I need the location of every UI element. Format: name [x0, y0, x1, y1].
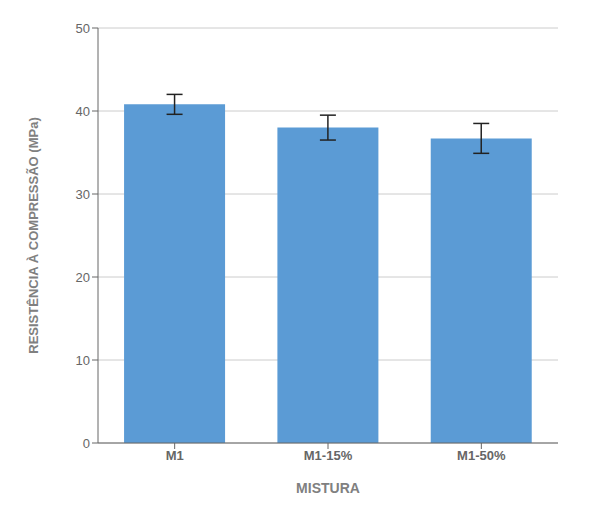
svg-text:RESISTÊNCIA À COMPRESSÃO (MPa): RESISTÊNCIA À COMPRESSÃO (MPa)	[26, 117, 41, 353]
svg-text:20: 20	[76, 270, 90, 285]
svg-text:M1: M1	[166, 448, 184, 463]
svg-text:0: 0	[83, 436, 90, 451]
svg-text:30: 30	[76, 187, 90, 202]
svg-text:40: 40	[76, 104, 90, 119]
svg-text:M1-50%: M1-50%	[457, 448, 506, 463]
svg-text:10: 10	[76, 353, 90, 368]
svg-text:M1-15%: M1-15%	[304, 448, 353, 463]
svg-text:50: 50	[76, 21, 90, 36]
svg-text:MISTURA: MISTURA	[296, 480, 360, 496]
